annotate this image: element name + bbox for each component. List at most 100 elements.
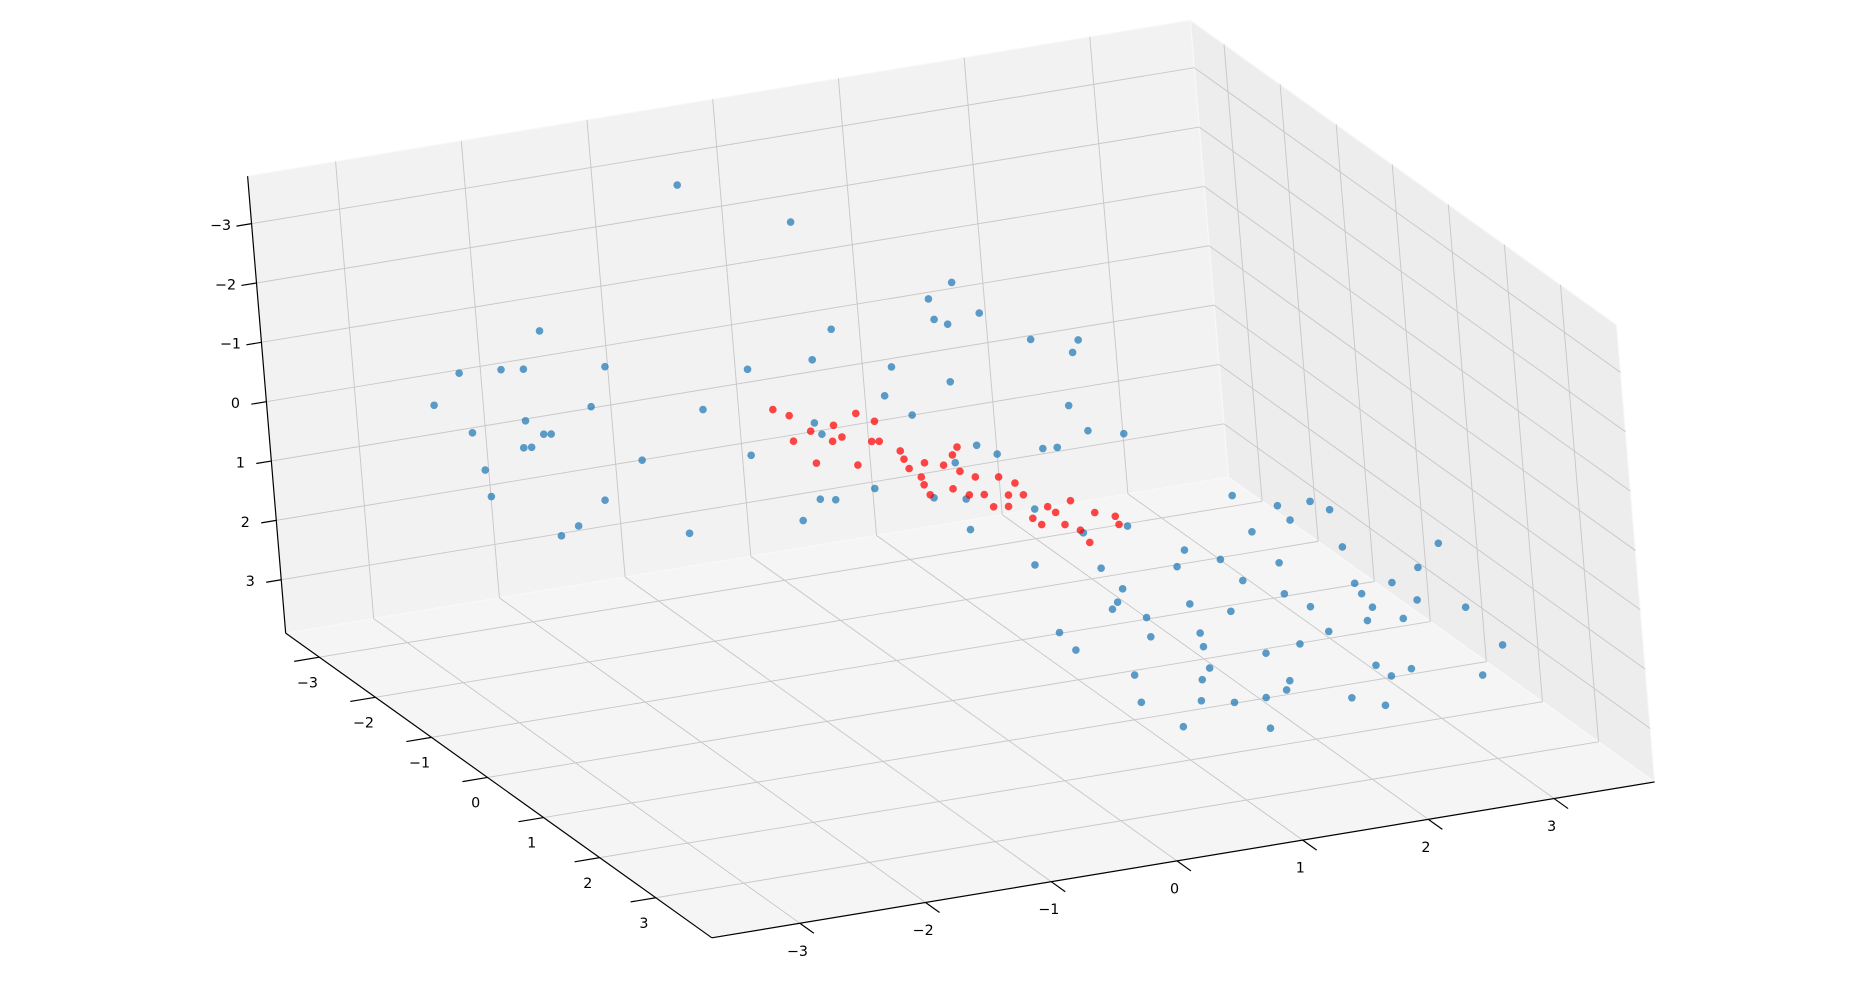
point	[870, 484, 879, 493]
x-tick	[1302, 839, 1318, 851]
grid-line	[655, 741, 1599, 899]
point	[1029, 514, 1037, 523]
point	[926, 490, 935, 499]
y-tick	[294, 656, 320, 662]
point	[1031, 561, 1039, 569]
point	[1199, 642, 1208, 651]
point	[818, 430, 826, 438]
point	[1186, 600, 1194, 608]
grid-line	[1391, 164, 1431, 622]
point	[867, 437, 876, 446]
point	[601, 362, 609, 371]
point	[468, 429, 477, 437]
point	[1273, 501, 1282, 510]
point	[951, 458, 960, 467]
y-tick	[518, 816, 544, 823]
point	[1227, 607, 1235, 616]
point	[1216, 555, 1225, 564]
x-tick	[1176, 860, 1192, 872]
point	[1004, 502, 1013, 511]
point	[1108, 605, 1117, 613]
grid-line	[712, 99, 752, 557]
point	[1019, 490, 1028, 499]
point	[994, 473, 1003, 481]
x-tick-label: −1	[1038, 902, 1059, 918]
point	[743, 365, 752, 374]
point	[1205, 664, 1214, 672]
y-tick	[574, 857, 600, 863]
point	[1262, 693, 1270, 702]
point	[1011, 479, 1019, 487]
point	[1076, 526, 1085, 535]
grid-line	[1559, 284, 1600, 742]
point	[685, 529, 694, 538]
point	[851, 409, 860, 418]
grid-line	[624, 576, 1052, 883]
x-tick	[1050, 881, 1066, 893]
point	[1275, 558, 1283, 567]
point	[1368, 603, 1377, 612]
grid-line	[1194, 67, 1621, 373]
point	[1179, 722, 1188, 731]
x-tick-label: 0	[1170, 881, 1179, 897]
point	[1123, 522, 1132, 530]
y-tick	[462, 776, 488, 783]
point	[1115, 520, 1123, 529]
point	[1066, 496, 1075, 505]
point	[1090, 508, 1099, 517]
grid-line	[375, 540, 1319, 698]
point	[1173, 562, 1181, 571]
point	[769, 405, 777, 414]
y-tick	[630, 897, 656, 903]
y-tick-label: 1	[527, 836, 536, 852]
point	[699, 405, 707, 414]
point	[1198, 675, 1207, 684]
point	[854, 461, 862, 469]
point	[947, 278, 956, 287]
point	[1363, 616, 1372, 625]
point	[1478, 671, 1487, 679]
grid-line	[599, 701, 1543, 859]
grid-line	[251, 67, 1195, 225]
point	[1306, 602, 1315, 611]
point	[920, 459, 929, 467]
point	[1238, 576, 1247, 585]
grid-line	[586, 119, 626, 578]
point	[1338, 543, 1347, 551]
point	[917, 473, 926, 481]
y-tick-label: −1	[409, 756, 430, 772]
point	[1097, 564, 1105, 572]
z-tick-label: 1	[236, 455, 245, 471]
point	[975, 309, 984, 317]
grid-line	[261, 185, 1205, 343]
point	[1286, 676, 1294, 685]
z-axis	[247, 176, 287, 634]
point	[1084, 426, 1092, 435]
point	[747, 451, 755, 460]
grid-line	[319, 500, 1263, 658]
point	[939, 461, 948, 470]
point	[521, 417, 530, 425]
z-tick	[241, 282, 257, 287]
point	[1030, 505, 1039, 513]
point	[812, 459, 821, 467]
z-tick	[256, 460, 272, 465]
point	[1118, 585, 1127, 593]
point	[838, 433, 846, 441]
point	[1350, 579, 1359, 588]
point	[953, 443, 961, 451]
y-tick-label: −2	[353, 715, 374, 731]
grid-line	[271, 304, 1215, 462]
point	[900, 455, 908, 463]
grid-line	[499, 597, 926, 903]
point	[519, 365, 528, 374]
point	[1266, 724, 1275, 733]
point	[972, 441, 981, 450]
point	[1197, 696, 1206, 705]
point	[1407, 664, 1416, 673]
point	[829, 421, 838, 430]
x-tick-label: 1	[1296, 861, 1305, 877]
point	[1280, 590, 1289, 598]
grid-line	[1218, 364, 1646, 670]
